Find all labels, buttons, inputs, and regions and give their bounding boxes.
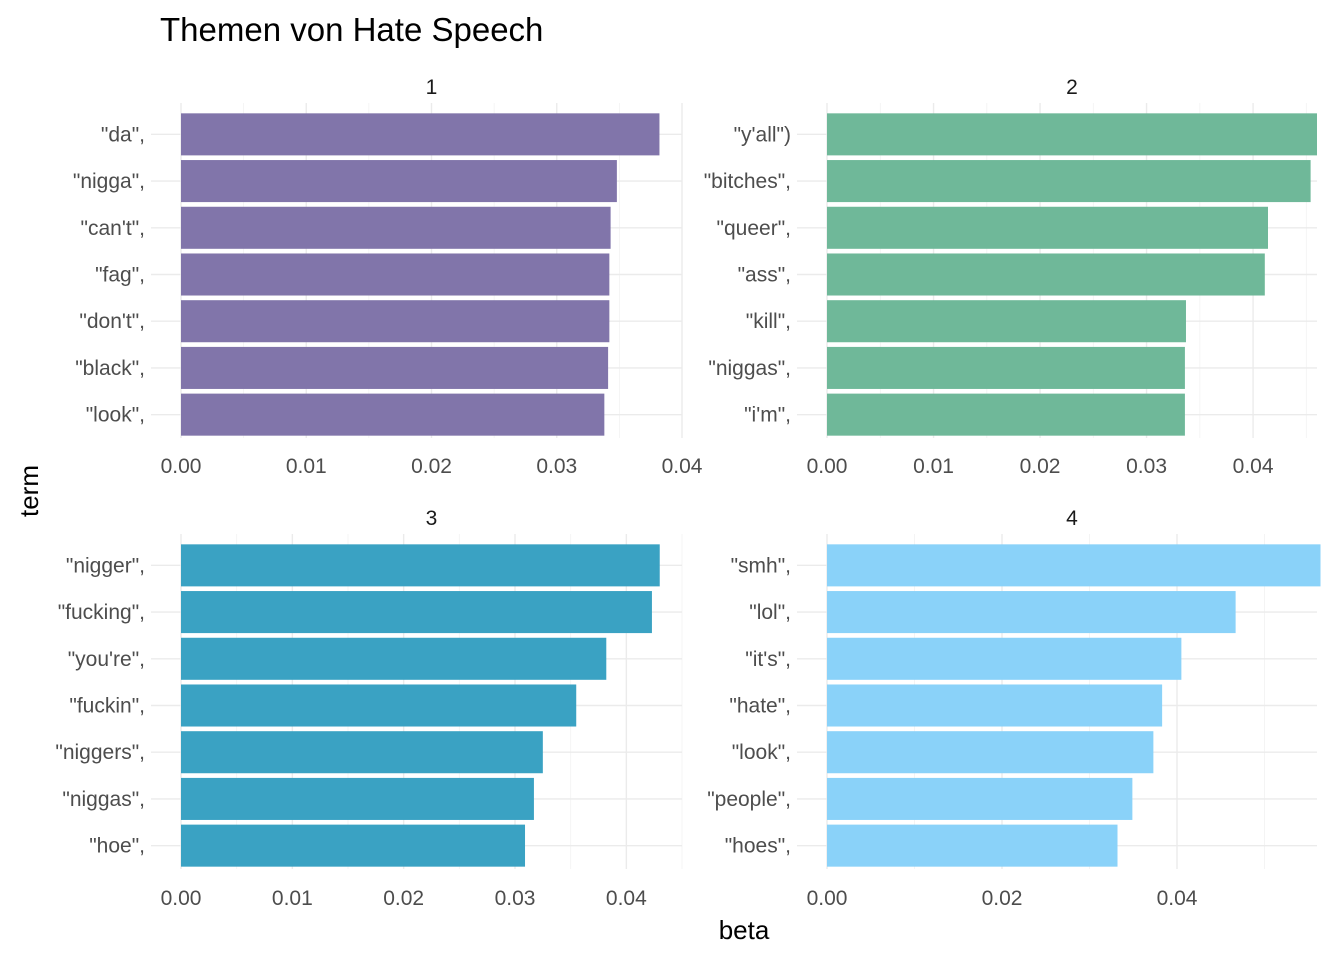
y-tick-label: "kill", xyxy=(746,310,791,333)
bar xyxy=(181,300,610,343)
bar xyxy=(181,393,605,436)
y-tick-label: "it's", xyxy=(745,648,791,671)
y-tick-label: "niggas", xyxy=(708,357,791,380)
facet-label: 4 xyxy=(1066,507,1078,530)
x-tick-label: 0.03 xyxy=(495,887,536,910)
y-tick-label: "nigger", xyxy=(66,554,145,577)
bar xyxy=(827,253,1265,296)
y-tick-label: "people", xyxy=(707,788,791,811)
bar xyxy=(181,160,617,203)
panel-3: 3 "nigger", "fucking", "you're", "fuckin", "n… xyxy=(55,507,683,910)
y-tick-label: "hate", xyxy=(729,695,791,718)
y-tick-label: "hoes", xyxy=(725,835,791,858)
x-tick-label: 0.03 xyxy=(536,455,577,478)
y-tick-label: "you're", xyxy=(68,648,145,671)
bar xyxy=(827,300,1186,343)
panel-1: 1 "da", "nigga", "can't", "fag", "don't", "bla… xyxy=(73,76,703,478)
x-tick-label: 0.02 xyxy=(1020,455,1061,478)
y-tick-label: "ass", xyxy=(738,264,791,287)
x-tick-label: 0.00 xyxy=(161,455,202,478)
y-tick-label: "nigga", xyxy=(73,170,145,193)
x-tick-label: 0.04 xyxy=(662,455,703,478)
bar xyxy=(827,544,1321,587)
y-tick-label: "look", xyxy=(732,741,791,764)
bar xyxy=(181,253,610,296)
y-tick-label: "niggas", xyxy=(62,788,145,811)
bar xyxy=(827,777,1133,820)
x-tick-label: 0.04 xyxy=(1233,455,1274,478)
x-axis-title: beta xyxy=(719,915,770,945)
y-tick-label: "fuckin", xyxy=(69,695,145,718)
y-tick-label: "hoe", xyxy=(89,835,145,858)
x-tick-label: 0.01 xyxy=(286,455,327,478)
facet-panels: 1 "da", "nigga", "can't", "fag", "don't", "bla… xyxy=(55,76,1321,910)
x-tick-label: 0.01 xyxy=(272,887,313,910)
panel-4: 4 "smh", "lol", "it's", "hate", "look", "peopl… xyxy=(707,507,1321,910)
y-tick-label: "lol", xyxy=(749,601,791,624)
y-tick-label: "look", xyxy=(86,404,145,427)
facet-label: 3 xyxy=(426,507,438,530)
bar xyxy=(181,113,660,156)
y-tick-label: "queer", xyxy=(717,217,791,240)
bar xyxy=(827,684,1163,727)
y-tick-label: "y'all") xyxy=(734,123,791,146)
x-tick-label: 0.04 xyxy=(606,887,647,910)
bar xyxy=(181,731,543,774)
bar xyxy=(181,206,611,249)
x-tick-label: 0.02 xyxy=(411,455,452,478)
y-tick-label: "can't", xyxy=(81,217,145,240)
x-tick-label: 0.02 xyxy=(383,887,424,910)
y-tick-label: "niggers", xyxy=(55,741,145,764)
y-tick-label: "da", xyxy=(101,123,145,146)
y-tick-label: "don't", xyxy=(79,310,145,333)
facet-label: 2 xyxy=(1066,76,1078,99)
bar xyxy=(827,206,1268,249)
y-tick-label: "fucking", xyxy=(58,601,145,624)
bar xyxy=(181,591,652,634)
bar xyxy=(827,637,1182,680)
y-tick-label: "i'm", xyxy=(744,404,791,427)
chart-title: Themen von Hate Speech xyxy=(160,11,543,48)
x-tick-label: 0.04 xyxy=(1157,887,1198,910)
x-tick-label: 0.02 xyxy=(982,887,1023,910)
bar xyxy=(827,113,1317,156)
bar xyxy=(827,824,1118,867)
bar xyxy=(181,777,534,820)
y-axis-title: term xyxy=(14,465,44,517)
bar xyxy=(181,544,660,587)
y-tick-label: "black", xyxy=(75,357,145,380)
bar xyxy=(181,684,577,727)
panel-2: 2 "y'all") "bitches", "queer", "ass", "kill",… xyxy=(704,76,1317,478)
y-tick-label: "smh", xyxy=(731,554,791,577)
bar xyxy=(827,591,1236,634)
x-tick-label: 0.00 xyxy=(807,455,848,478)
bar xyxy=(827,731,1154,774)
bar xyxy=(827,393,1185,436)
bar xyxy=(827,346,1185,389)
x-tick-label: 0.00 xyxy=(807,887,848,910)
x-tick-label: 0.00 xyxy=(161,887,202,910)
x-tick-label: 0.03 xyxy=(1126,455,1167,478)
facet-label: 1 xyxy=(426,76,438,99)
bar xyxy=(181,824,526,867)
bar xyxy=(181,637,607,680)
y-tick-label: "bitches", xyxy=(704,170,791,193)
x-tick-label: 0.01 xyxy=(913,455,954,478)
bar xyxy=(181,346,609,389)
bar xyxy=(827,160,1311,203)
y-tick-label: "fag", xyxy=(95,264,145,287)
